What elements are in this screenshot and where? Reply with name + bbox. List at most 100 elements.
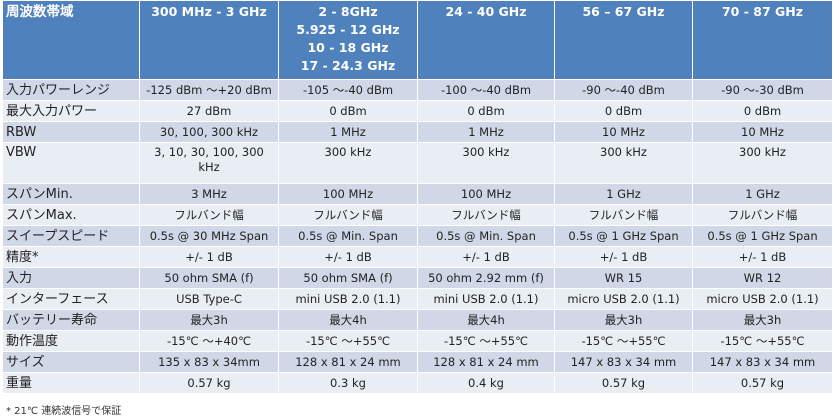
cell: 3 MHz xyxy=(139,183,279,205)
cell: +/- 1 dB xyxy=(554,246,693,268)
cell: 300 kHz xyxy=(278,142,418,184)
cell: 100 MHz xyxy=(417,183,555,205)
spec-table: 周波数帯域 300 MHz - 3 GHz 2 - 8GHz 5.925 - 12 G… xyxy=(2,0,833,394)
row-label: スパンMax. xyxy=(2,204,140,226)
cell: -15℃ 〜+40℃ xyxy=(139,330,279,352)
header-line: 70 - 87 GHz xyxy=(721,4,804,19)
row-label: 動作温度 xyxy=(2,330,140,352)
header-cell: 周波数帯域 xyxy=(2,0,140,80)
table-header: 周波数帯域 300 MHz - 3 GHz 2 - 8GHz 5.925 - 12 G… xyxy=(2,0,833,80)
cell: 30, 100, 300 kHz xyxy=(139,121,279,143)
header-line: 2 - 8GHz xyxy=(318,4,378,19)
cell: 0.5s @ Min. Span xyxy=(278,225,418,247)
cell: 50 ohm 2.92 mm (f) xyxy=(417,267,555,289)
row-label: 精度* xyxy=(2,246,140,268)
cell: WR 15 xyxy=(554,267,693,289)
cell: 0.5s @ Min. Span xyxy=(417,225,555,247)
row-label: スイープスピード xyxy=(2,225,140,247)
cell: 10 MHz xyxy=(554,121,693,143)
cell: 最大3h xyxy=(692,309,833,331)
cell: +/- 1 dB xyxy=(692,246,833,268)
cell: 50 ohm SMA (f) xyxy=(139,267,279,289)
footnote: * 21℃ 連続波信号で保証 xyxy=(6,406,122,417)
cell: 0.5s @ 30 MHz Span xyxy=(139,225,279,247)
cell: -15℃ 〜+55℃ xyxy=(278,330,418,352)
table-row: スパンMax. フルバンド幅 フルバンド幅 フルバンド幅 フルバンド幅 フルバンド幅 xyxy=(2,204,833,226)
cell: 0.3 kg xyxy=(278,372,418,394)
cell: フルバンド幅 xyxy=(278,204,418,226)
table-row: 動作温度 -15℃ 〜+40℃ -15℃ 〜+55℃ -15℃ 〜+55℃ -15℃ 〜… xyxy=(2,330,833,352)
table-row: スイープスピード 0.5s @ 30 MHz Span 0.5s @ Min. Sp… xyxy=(2,225,833,247)
cell: 最大4h xyxy=(417,309,555,331)
cell: 300 kHz xyxy=(692,142,833,184)
cell: 1 MHz xyxy=(417,121,555,143)
cell: -15℃ 〜+55℃ xyxy=(554,330,693,352)
row-label: インターフェース xyxy=(2,288,140,310)
table-row: 重量 0.57 kg 0.3 kg 0.4 kg 0.57 kg 0.57 kg xyxy=(2,372,833,394)
cell: micro USB 2.0 (1.1) xyxy=(692,288,833,310)
row-label: サイズ xyxy=(2,351,140,373)
header-line: 5.925 - 12 GHz xyxy=(296,22,400,37)
cell: 147 x 83 x 34 mm xyxy=(554,351,693,373)
row-label: 最大入力パワー xyxy=(2,100,140,122)
header-cell: 300 MHz - 3 GHz xyxy=(139,0,279,80)
header-cell: 24 - 40 GHz xyxy=(417,0,555,80)
table-row: インターフェース USB Type-C mini USB 2.0 (1.1) mini… xyxy=(2,288,833,310)
cell: -90 〜-40 dBm xyxy=(554,79,693,101)
cell: 147 x 83 x 34 mm xyxy=(692,351,833,373)
table-row: 入力 50 ohm SMA (f) 50 ohm SMA (f) 50 ohm 2.9… xyxy=(2,267,833,289)
table-row: バッテリー寿命 最大3h 最大4h 最大4h 最大3h 最大3h xyxy=(2,309,833,331)
row-label: 入力 xyxy=(2,267,140,289)
cell: -100 〜-40 dBm xyxy=(417,79,555,101)
row-label: スパンMin. xyxy=(2,183,140,205)
header-line: 56 – 67 GHz xyxy=(582,4,665,19)
cell: 1 GHz xyxy=(554,183,693,205)
cell: 128 x 81 x 24 mm xyxy=(417,351,555,373)
cell: 100 MHz xyxy=(278,183,418,205)
cell: 1 GHz xyxy=(692,183,833,205)
cell: フルバンド幅 xyxy=(139,204,279,226)
cell: フルバンド幅 xyxy=(692,204,833,226)
header-cell: 56 – 67 GHz xyxy=(554,0,693,80)
header-cell: 2 - 8GHz 5.925 - 12 GHz 10 - 18 GHz 17 - 24… xyxy=(278,0,418,80)
header-line: 17 - 24.3 GHz xyxy=(300,58,396,73)
cell: -105 〜-40 dBm xyxy=(278,79,418,101)
cell: 128 x 81 x 24 mm xyxy=(278,351,418,373)
cell: 0.57 kg xyxy=(692,372,833,394)
cell: フルバンド幅 xyxy=(417,204,555,226)
row-label: 入力パワーレンジ xyxy=(2,79,140,101)
cell: 0.4 kg xyxy=(417,372,555,394)
cell: -125 dBm 〜+20 dBm xyxy=(139,79,279,101)
row-label: 重量 xyxy=(2,372,140,394)
cell: 0.57 kg xyxy=(554,372,693,394)
cell: 135 x 83 x 34mm xyxy=(139,351,279,373)
cell: 最大3h xyxy=(554,309,693,331)
cell: -90 〜-30 dBm xyxy=(692,79,833,101)
cell: 3, 10, 30, 100, 300 kHz xyxy=(139,142,279,184)
row-label: RBW xyxy=(2,121,140,143)
cell: 0 dBm xyxy=(417,100,555,122)
cell: 0 dBm xyxy=(554,100,693,122)
row-label: VBW xyxy=(2,142,140,184)
cell: 50 ohm SMA (f) xyxy=(278,267,418,289)
cell: +/- 1 dB xyxy=(278,246,418,268)
cell: 0 dBm xyxy=(278,100,418,122)
cell: 27 dBm xyxy=(139,100,279,122)
cell: -15℃ 〜+55℃ xyxy=(692,330,833,352)
cell: 0 dBm xyxy=(692,100,833,122)
cell: 最大4h xyxy=(278,309,418,331)
cell: +/- 1 dB xyxy=(139,246,279,268)
cell: USB Type-C xyxy=(139,288,279,310)
cell: 10 MHz xyxy=(692,121,833,143)
table-row: 精度* +/- 1 dB +/- 1 dB +/- 1 dB +/- 1 dB +/- 1… xyxy=(2,246,833,268)
cell: 0.5s @ 1 GHz Span xyxy=(554,225,693,247)
header-line: 300 MHz - 3 GHz xyxy=(151,4,267,19)
table-row: スパンMin. 3 MHz 100 MHz 100 MHz 1 GHz 1 GHz xyxy=(2,183,833,205)
cell: mini USB 2.0 (1.1) xyxy=(278,288,418,310)
table-row: 最大入力パワー 27 dBm 0 dBm 0 dBm 0 dBm 0 dBm xyxy=(2,100,833,122)
table-row: サイズ 135 x 83 x 34mm 128 x 81 x 24 mm 128 x … xyxy=(2,351,833,373)
cell: 最大3h xyxy=(139,309,279,331)
header-cell: 70 - 87 GHz xyxy=(692,0,833,80)
cell: +/- 1 dB xyxy=(417,246,555,268)
